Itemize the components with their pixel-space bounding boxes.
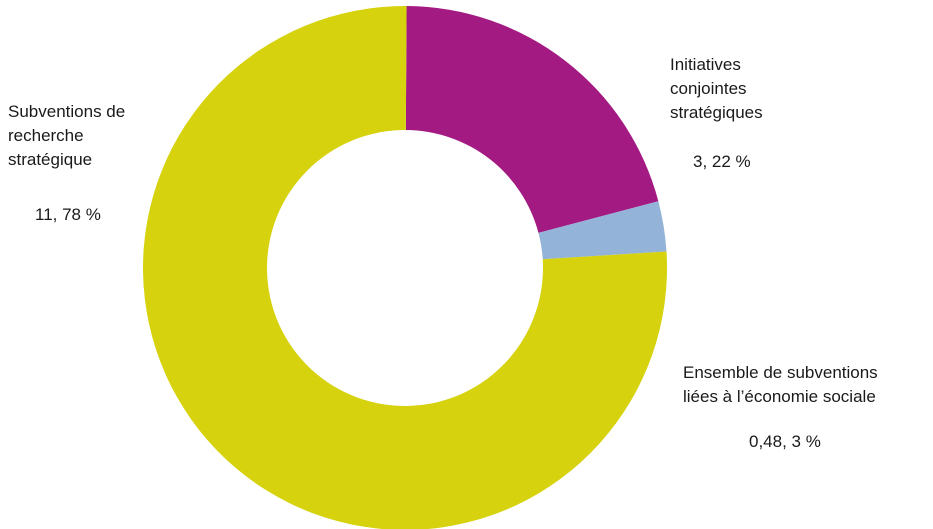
- donut-slice-2: [143, 6, 667, 529]
- label-line: Initiatives: [670, 55, 741, 74]
- label-recherche-strategique: Subventions de recherche stratégique: [8, 100, 125, 172]
- label-economie-sociale: Ensemble de subventions liées à l’économ…: [683, 361, 878, 409]
- label-line: recherche: [8, 126, 84, 145]
- label-line: stratégique: [8, 150, 93, 169]
- value-initiatives: 3, 22 %: [693, 152, 751, 171]
- value-economie-sociale: 0,48, 3 %: [749, 432, 821, 451]
- label-line: Subventions de: [8, 102, 126, 121]
- label-line: Ensemble de subventions: [683, 363, 878, 382]
- label-line: stratégiques: [670, 103, 763, 122]
- label-line: conjointes: [670, 79, 747, 98]
- donut-slice-1: [538, 201, 667, 260]
- donut-slice-0: [405, 6, 659, 233]
- value-recherche-strategique: 11, 78 %: [35, 205, 101, 224]
- label-initiatives: Initiatives conjointes stratégiques: [670, 53, 763, 125]
- label-line: liées à l’économie sociale: [683, 387, 876, 406]
